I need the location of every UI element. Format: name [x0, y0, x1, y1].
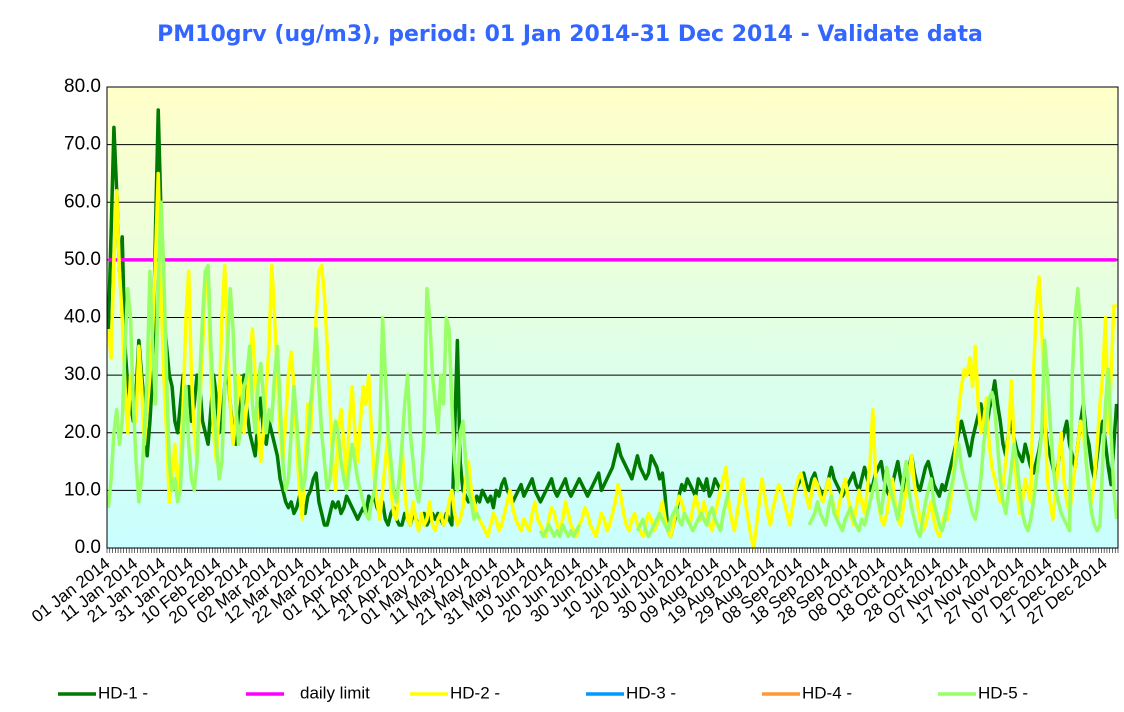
series-lines	[106, 108, 1119, 550]
legend: HD-1 - daily limit HD-2 - HD-3 - HD-4 - HD-5 …	[58, 683, 1028, 702]
y-tick-label: 70.0	[64, 134, 101, 155]
y-tick-label: 20.0	[64, 422, 101, 443]
y-tick-label: 10.0	[64, 479, 101, 500]
legend-label: daily limit	[300, 683, 370, 702]
legend-label: HD-3 -	[626, 683, 676, 702]
plot-border	[106, 86, 1119, 549]
series-line	[106, 200, 1119, 539]
y-tick-label: 30.0	[64, 364, 101, 385]
chart-title: PM10grv (ug/m3), period: 01 Jan 2014-31 …	[157, 22, 983, 47]
legend-label: HD-4 -	[802, 683, 852, 702]
y-tick-label: 50.0	[64, 249, 101, 270]
y-tick-label: 40.0	[64, 307, 101, 328]
y-tick-label: 80.0	[64, 76, 101, 97]
y-tick-label: 0.0	[75, 537, 101, 558]
legend-label: HD-5 -	[978, 683, 1028, 702]
x-ticks	[106, 548, 1119, 553]
legend-label: HD-1 -	[98, 683, 148, 702]
legend-label: HD-2 -	[450, 683, 500, 702]
y-tick-label: 60.0	[64, 191, 101, 212]
axis-labels: 0.010.020.030.040.050.060.070.080.001 Ja…	[28, 76, 1111, 629]
